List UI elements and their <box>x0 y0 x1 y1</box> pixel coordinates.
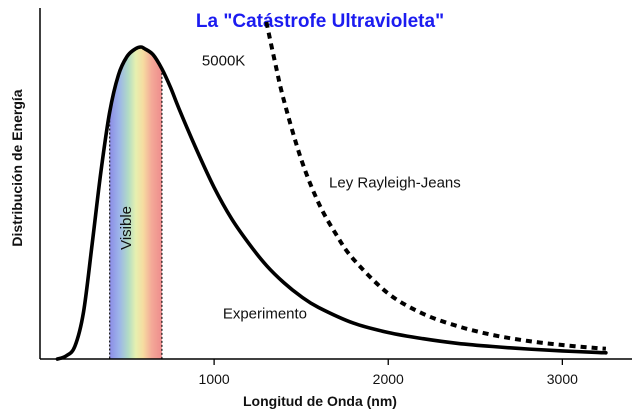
series-rayleigh-jeans-line <box>264 21 607 351</box>
annotation-label: Ley Rayleigh-Jeans <box>329 174 461 191</box>
visible-band-label: Visible <box>118 206 135 250</box>
plot-area: Visible <box>55 21 608 361</box>
y-axis-label: Distribución de Energía <box>9 89 25 246</box>
visible-band <box>109 47 162 359</box>
x-tick-label: 2000 <box>373 371 404 387</box>
series-experimento-line <box>55 45 608 361</box>
x-axis-label: Longitud de Onda (nm) <box>243 393 397 409</box>
annotation-label: 5000K <box>202 53 245 70</box>
annotation-label: Experimento <box>223 305 307 322</box>
x-axis-ticks: 1000 2000 3000 <box>199 359 578 387</box>
x-tick-label: 1000 <box>199 371 230 387</box>
chart-title: La "Catástrofe Ultravioleta" <box>196 11 444 32</box>
annotations: 5000K Ley Rayleigh-Jeans Experimento <box>202 53 461 323</box>
x-tick-label: 3000 <box>547 371 578 387</box>
